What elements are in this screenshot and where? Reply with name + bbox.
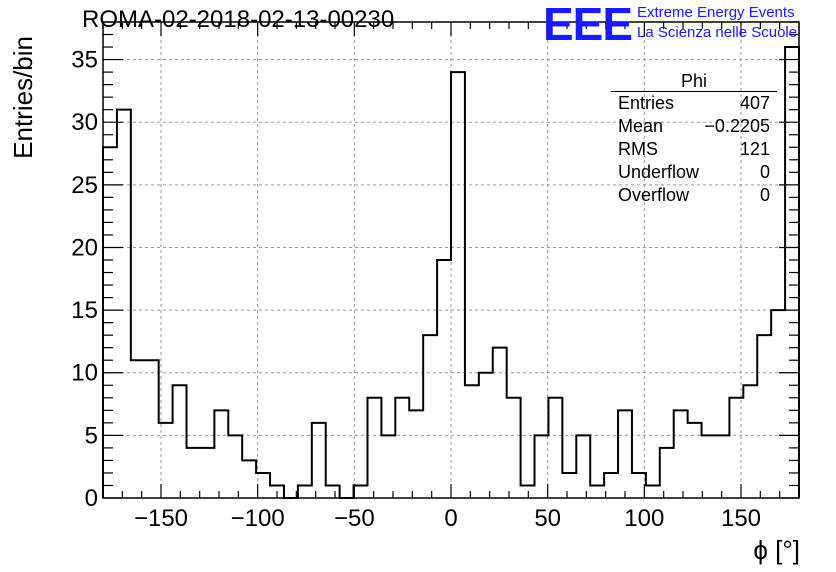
eee-logo: EEE (543, 0, 633, 50)
stats-label: RMS (618, 139, 658, 159)
y-tick-label: 35 (71, 47, 98, 74)
logo-line-2: La Scienza nelle Scuole (637, 24, 798, 41)
x-tick-label: 150 (721, 505, 761, 532)
stats-row-overflow: Overflow 0 (611, 184, 777, 207)
stats-row-mean: Mean −0.2205 (611, 115, 777, 138)
x-tick-label: 0 (444, 505, 457, 532)
stats-value: 0 (759, 185, 770, 205)
stats-label: Entries (618, 93, 675, 113)
logo-line-1: Extreme Energy Events (637, 4, 795, 21)
stats-value: 407 (739, 93, 770, 113)
axis-ticks (102, 21, 800, 499)
x-tick-label: −100 (231, 505, 285, 532)
stats-box: Phi Entries 407 Mean −0.2205 RMS 121 Und… (611, 72, 777, 207)
stats-row-entries: Entries 407 (611, 92, 777, 115)
stats-box-title: Phi (611, 72, 777, 92)
y-tick-label: 25 (71, 172, 98, 199)
x-tick-label: 50 (534, 505, 561, 532)
stats-row-rms: RMS 121 (611, 138, 777, 161)
x-tick-label: 100 (624, 505, 664, 532)
y-tick-label: 0 (85, 485, 98, 512)
y-tick-label: 10 (71, 360, 98, 387)
histogram-step-line (102, 46, 800, 499)
chart-title: ROMA-02-2018-02-13-00230 (82, 6, 395, 33)
x-axis-label: ϕ [°] (753, 535, 800, 565)
x-tick-label: −150 (134, 505, 188, 532)
y-tick-label: 5 (85, 422, 98, 449)
stats-label: Mean (618, 116, 664, 136)
y-tick-label: 20 (71, 234, 98, 261)
stats-label: Overflow (618, 185, 690, 205)
y-axis-label: Entries/bin (8, 36, 38, 159)
stats-row-underflow: Underflow 0 (611, 161, 777, 184)
stats-value: 0 (759, 162, 770, 182)
stats-value: −0.2205 (704, 116, 770, 136)
stats-value: 121 (739, 139, 770, 159)
y-tick-label: 15 (71, 297, 98, 324)
stats-label: Underflow (618, 162, 700, 182)
y-tick-label: 30 (71, 109, 98, 136)
x-tick-label: −50 (334, 505, 375, 532)
tick-labels: −150 −100 −50 0 50 100 150 0 5 10 15 20 25 30 35 (71, 47, 761, 532)
